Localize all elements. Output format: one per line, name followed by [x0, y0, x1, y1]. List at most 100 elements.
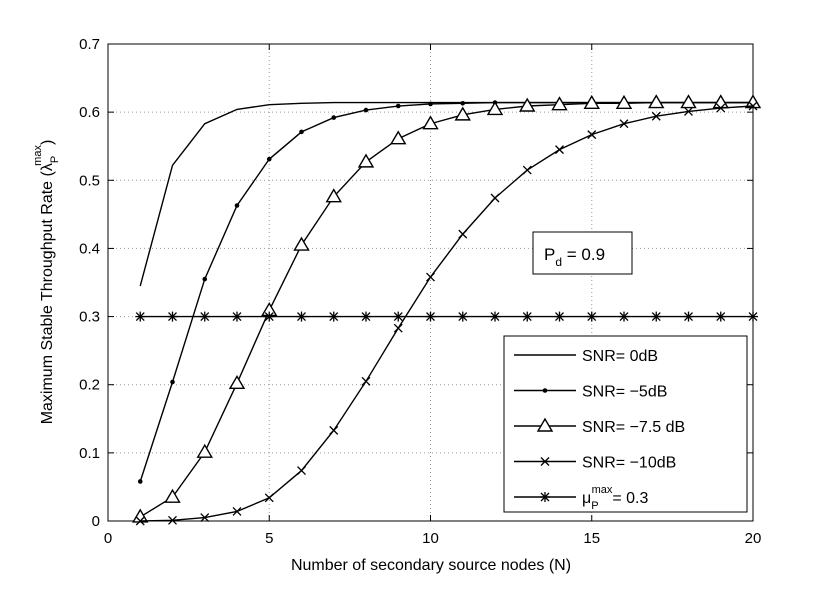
legend-label-mu: μ: [582, 490, 591, 507]
y-axis-title-main: Maximum Stable Throughput Rate (λ: [39, 163, 56, 424]
legend-item: SNR= 0dB: [514, 348, 658, 365]
data-point-dot: [428, 101, 433, 107]
y-tick-label: 0.4: [79, 240, 100, 257]
legend-label-text: = 0.3: [612, 490, 648, 507]
data-point-triangle: [712, 94, 729, 109]
data-point-x: [393, 323, 403, 333]
annotation-main: P: [544, 245, 555, 264]
data-point-triangle: [454, 106, 471, 121]
y-axis-title-close: ): [39, 140, 56, 145]
y-tick-label: 0.5: [79, 172, 100, 189]
data-point-triangle: [583, 94, 600, 109]
y-tick-label: 0.3: [79, 309, 100, 326]
data-point-star: [490, 311, 500, 322]
series-line: [140, 105, 754, 522]
data-point-star: [328, 311, 339, 322]
data-point-x: [522, 165, 532, 175]
data-point-triangle: [390, 130, 407, 145]
legend-item: SNR= −5dB: [514, 384, 667, 401]
x-tick-label: 0: [104, 530, 112, 547]
data-point-x: [540, 457, 550, 466]
data-point-x: [297, 466, 306, 476]
y-axis-title-sup: max: [32, 145, 44, 166]
legend-label-sup: max: [592, 484, 613, 496]
x-tick-label: 5: [265, 530, 273, 547]
data-point-x: [426, 272, 435, 282]
data-point-x: [135, 516, 145, 526]
legend-label: SNR= −10dB: [582, 455, 676, 472]
y-tick-label: 0.2: [79, 377, 100, 394]
series-group: [132, 94, 762, 526]
data-point-dot: [266, 156, 272, 162]
data-point-dot: [234, 203, 240, 208]
data-point-triangle: [615, 94, 633, 109]
data-point-triangle: [422, 115, 439, 130]
y-tick-label: 0.1: [79, 445, 100, 462]
data-point-star: [425, 311, 436, 322]
data-point-x: [264, 493, 274, 503]
data-point-star: [540, 492, 550, 502]
data-point-star: [522, 311, 533, 322]
data-point-x: [361, 376, 371, 386]
legend-label: μPmax= 0.3: [582, 484, 648, 512]
data-point-x: [716, 103, 726, 113]
data-point-triangle: [293, 236, 310, 251]
data-point-dot: [331, 115, 337, 120]
data-point-dot: [170, 379, 175, 385]
y-tick-label: 0.6: [79, 104, 100, 121]
data-point-star: [199, 311, 210, 322]
data-point-x: [619, 119, 629, 129]
data-point-star: [167, 311, 178, 322]
data-point-star: [457, 311, 468, 322]
data-point-triangle: [680, 94, 697, 109]
annotation-rest: = 0.9: [562, 245, 605, 264]
data-point-star: [586, 311, 597, 322]
data-point-star: [715, 311, 726, 322]
data-point-triangle: [228, 374, 246, 390]
y-axis-title-sub: P: [49, 156, 61, 163]
series-line: [139, 101, 753, 287]
data-point-triangle: [536, 417, 554, 432]
data-point-dot: [542, 388, 548, 393]
series-3: [135, 101, 758, 526]
data-point-x: [490, 193, 500, 203]
x-tick-label: 10: [422, 530, 439, 547]
axis-ticks: 0 5 10 15 20 0 0.1 0.2 0.3 0.4 0.5 0.6 0.7: [79, 36, 761, 547]
data-point-x: [651, 111, 661, 121]
series-2: [132, 94, 762, 523]
data-point-dot: [299, 129, 304, 135]
data-point-dot: [363, 107, 369, 113]
data-point-x: [748, 101, 758, 111]
data-point-dot: [202, 276, 208, 282]
annotation-sub: d: [555, 255, 562, 269]
data-point-triangle: [648, 94, 665, 109]
data-point-x: [232, 507, 242, 516]
y-axis-title: Maximum Stable Throughput Rate (λPmax): [32, 140, 61, 425]
data-point-triangle: [164, 488, 181, 503]
data-point-star: [135, 311, 146, 322]
svg-text:Pd = 0.9: Pd = 0.9: [544, 245, 605, 269]
data-point-x: [587, 130, 597, 140]
legend-label: SNR= 0dB: [582, 348, 658, 365]
legend-label-sub: P: [591, 500, 598, 512]
data-point-triangle: [325, 188, 342, 203]
data-point-triangle: [519, 97, 536, 112]
y-tick-label: 0: [92, 513, 100, 530]
legend-label: SNR= −7.5 dB: [582, 419, 685, 436]
data-point-triangle: [357, 153, 375, 168]
data-point-triangle: [196, 443, 213, 458]
data-point-x: [684, 107, 693, 116]
data-point-star: [748, 311, 758, 322]
data-point-star: [619, 311, 629, 322]
legend-item: μPmax= 0.3: [514, 484, 648, 512]
legend: SNR= 0dB SNR= −5dB SNR= −7.5 dB SNR= −10dB μ…: [503, 335, 748, 513]
data-point-x: [555, 145, 564, 155]
data-point-dot: [460, 100, 466, 106]
data-point-x: [200, 513, 210, 523]
x-axis-title: Number of secondary source nodes (N): [291, 557, 571, 574]
data-point-star: [554, 311, 565, 322]
data-point-star: [393, 311, 404, 322]
data-point-star: [361, 311, 371, 322]
data-point-triangle: [551, 96, 568, 111]
